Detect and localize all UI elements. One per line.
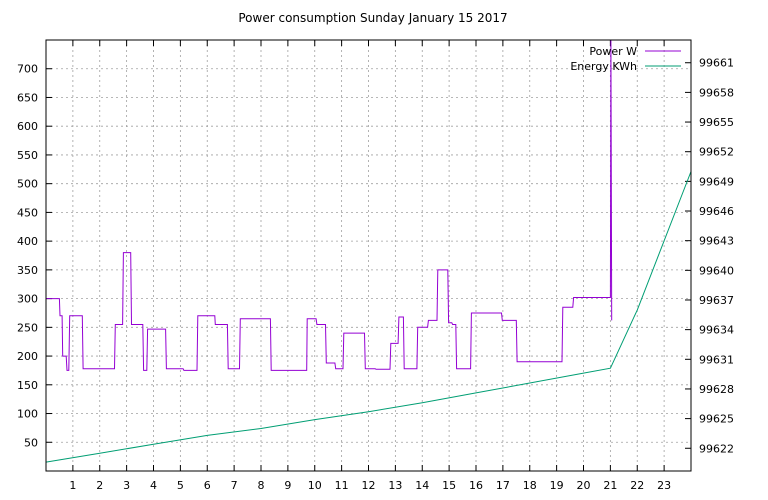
series — [45, 39, 692, 463]
plot-frame — [45, 39, 692, 472]
left-tick-label: 450 — [17, 206, 38, 219]
x-tick-label: 18 — [523, 479, 537, 492]
x-tick-label: 14 — [415, 479, 429, 492]
right-tick-label: 99652 — [699, 146, 734, 159]
x-tick-label: 15 — [442, 479, 456, 492]
right-tick-label: 99637 — [699, 294, 734, 307]
x-tick-label: 1 — [69, 479, 76, 492]
right-tick-label: 99643 — [699, 235, 734, 248]
series-line-energy — [45, 171, 692, 463]
right-tick-label: 99634 — [699, 324, 734, 337]
series-line-power — [46, 39, 613, 371]
legend: Power W Energy KWh — [570, 45, 681, 73]
x-tick-label: 9 — [284, 479, 291, 492]
left-axis: 50 100 150 200 250 300 350 400 450 500 550 600 650 70… — [17, 63, 52, 449]
left-tick-label: 150 — [17, 379, 38, 392]
left-tick-label: 200 — [17, 350, 38, 363]
right-tick-label: 99625 — [699, 413, 734, 426]
x-tick-label: 4 — [150, 479, 157, 492]
x-tick-label: 13 — [388, 479, 402, 492]
legend-label: Energy KWh — [570, 60, 637, 73]
right-tick-label: 99628 — [699, 383, 734, 396]
chart-title: Power consumption Sunday January 15 2017 — [238, 11, 507, 25]
right-tick-label: 99661 — [699, 57, 734, 70]
left-tick-label: 400 — [17, 235, 38, 248]
left-tick-label: 500 — [17, 178, 38, 191]
left-tick-label: 300 — [17, 293, 38, 306]
x-tick-label: 12 — [362, 479, 376, 492]
x-tick-label: 17 — [496, 479, 510, 492]
left-tick-label: 250 — [17, 321, 38, 334]
left-tick-label: 550 — [17, 149, 38, 162]
x-tick-label: 20 — [577, 479, 591, 492]
x-tick-label: 22 — [630, 479, 644, 492]
right-axis: 99622 99625 99628 99631 99634 99637 99640 99643… — [685, 57, 734, 455]
x-tick-label: 2 — [96, 479, 103, 492]
left-tick-label: 100 — [17, 408, 38, 421]
x-tick-label: 5 — [177, 479, 184, 492]
x-tick-label: 19 — [550, 479, 564, 492]
legend-label: Power W — [589, 45, 637, 58]
x-tick-label: 16 — [469, 479, 483, 492]
left-tick-label: 650 — [17, 91, 38, 104]
left-tick-label: 700 — [17, 63, 38, 76]
x-tick-label: 6 — [204, 479, 211, 492]
right-tick-label: 99649 — [699, 175, 734, 188]
x-tick-label: 11 — [335, 479, 349, 492]
right-tick-label: 99646 — [699, 205, 734, 218]
x-tick-label: 10 — [308, 479, 322, 492]
left-tick-label: 50 — [24, 436, 38, 449]
right-tick-label: 99655 — [699, 116, 734, 129]
x-tick-label: 7 — [231, 479, 238, 492]
x-tick-label: 8 — [258, 479, 265, 492]
left-tick-label: 600 — [17, 120, 38, 133]
right-tick-label: 99640 — [699, 264, 734, 277]
right-tick-label: 99658 — [699, 86, 734, 99]
left-tick-label: 350 — [17, 264, 38, 277]
x-tick-label: 3 — [123, 479, 130, 492]
x-tick-label: 23 — [657, 479, 671, 492]
x-axis: 1 2 3 4 5 6 7 8 9 10 11 12 13 14 15 16 17 18 19 20 21 22 23 — [69, 40, 671, 492]
right-tick-label: 99622 — [699, 442, 734, 455]
x-tick-label: 21 — [603, 479, 617, 492]
right-tick-label: 99631 — [699, 353, 734, 366]
